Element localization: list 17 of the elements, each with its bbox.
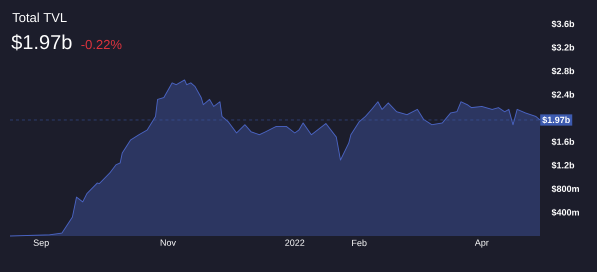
x-tick-label: Feb bbox=[352, 240, 367, 246]
y-tick-label: $3.2b bbox=[552, 44, 574, 52]
chart-subtitle: $1.97b bbox=[11, 34, 72, 50]
chart-title: Total TVL bbox=[12, 12, 67, 22]
y-tick-label: $2.8b bbox=[552, 67, 574, 75]
ref-line-label: $1.97b bbox=[542, 116, 570, 124]
annotation: -0.22% bbox=[81, 40, 122, 50]
y-tick-label: $800m bbox=[552, 185, 579, 193]
x-tick-label: Apr bbox=[474, 240, 489, 248]
x-tick-label: Sep bbox=[34, 240, 49, 248]
y-tick-label: $1.6b bbox=[552, 138, 574, 146]
y-tick-label: $3.6b bbox=[552, 20, 574, 28]
x-tick-label: Nov bbox=[160, 240, 176, 246]
y-tick-label: $400m bbox=[552, 208, 579, 216]
y-tick-label: $1.2b bbox=[552, 162, 574, 170]
x-tick-label: 2022 bbox=[285, 240, 304, 246]
y-tick-label: $2.4b bbox=[552, 90, 574, 98]
